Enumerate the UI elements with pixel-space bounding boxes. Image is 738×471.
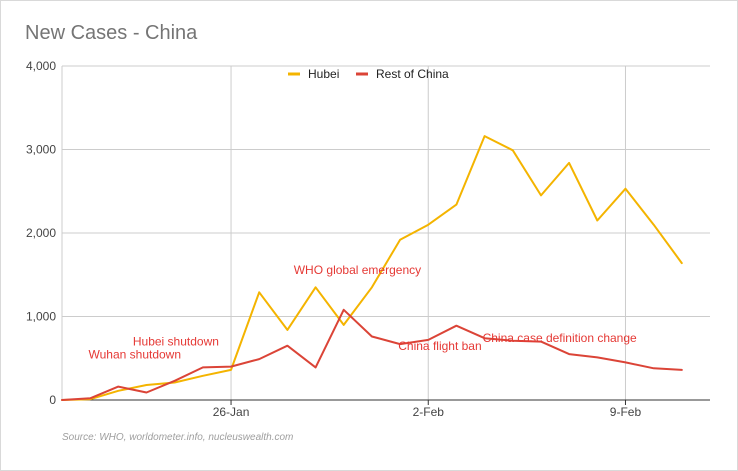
x-tick-label: 2-Feb [413, 405, 445, 419]
x-tick-label: 9-Feb [610, 405, 642, 419]
legend-label: Rest of China [376, 67, 449, 81]
chart-title: New Cases - China [25, 22, 198, 44]
source-note: Source: WHO, worldometer.info, nucleuswe… [62, 432, 294, 443]
annotation-label: China case definition change [483, 331, 637, 345]
annotation-label: China flight ban [398, 339, 481, 353]
axes: 0 1,000 2,000 3,000 4,000 26-Jan 2-Feb 9-Feb [26, 59, 710, 419]
x-tick-label: 26-Jan [213, 405, 250, 419]
annotation-label: WHO global emergency [294, 263, 421, 277]
y-tick-label: 4,000 [26, 59, 56, 73]
annotation-label: Wuhan shutdown [89, 347, 182, 361]
series-line-rest-of-china [61, 308, 683, 401]
series-line-hubei [61, 135, 683, 401]
legend: Hubei Rest of China [288, 67, 449, 81]
grid [61, 65, 710, 400]
series [61, 135, 683, 401]
y-tick-label: 1,000 [26, 310, 56, 324]
y-tick-label: 0 [49, 393, 56, 407]
annotation-label: Hubei shutdown [133, 334, 219, 348]
y-tick-label: 3,000 [26, 143, 56, 157]
legend-label: Hubei [308, 67, 339, 81]
y-tick-label: 2,000 [26, 226, 56, 240]
